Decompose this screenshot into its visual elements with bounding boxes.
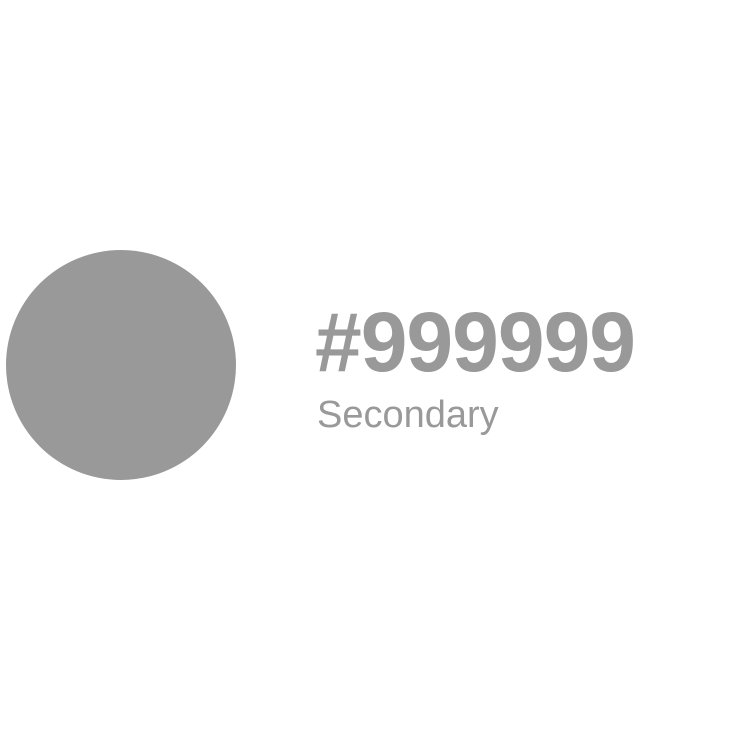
color-name-label: Secondary — [317, 394, 499, 436]
hex-code-label: #999999 — [315, 295, 636, 389]
color-swatch-circle — [6, 250, 236, 480]
